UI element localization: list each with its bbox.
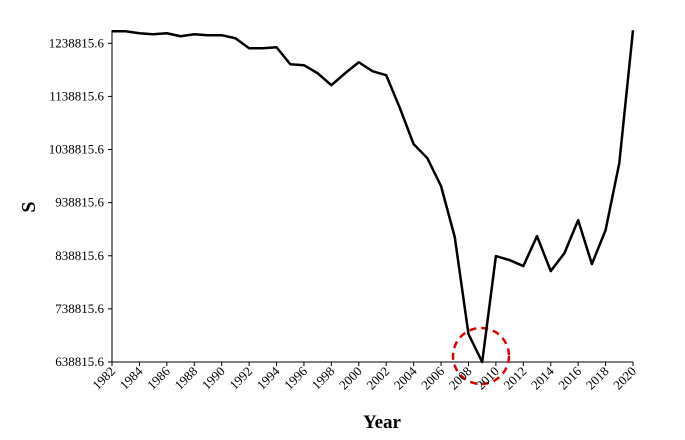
x-tick-label: 1990: [199, 364, 228, 393]
y-axis-label: S: [18, 201, 40, 212]
y-tick-label: 638815.6: [55, 354, 104, 369]
x-tick-label: 2002: [363, 364, 392, 393]
x-tick-label: 2016: [555, 363, 584, 392]
x-tick-label: 1988: [171, 364, 200, 393]
x-tick-label: 1992: [226, 364, 255, 393]
y-tick-label: 938815.6: [55, 195, 104, 210]
x-tick-label: 2014: [528, 363, 557, 392]
data-line: [112, 30, 635, 364]
x-tick-label: 2018: [583, 364, 612, 393]
x-tick-label: 1984: [117, 363, 146, 392]
highlight-circle: [451, 326, 511, 386]
x-tick-label: 2008: [446, 364, 475, 393]
x-tick-label: 1986: [144, 363, 173, 392]
y-tick-label: 1038815.6: [49, 142, 105, 157]
y-tick-label: 838815.6: [55, 248, 104, 263]
x-tick-label: 2010: [473, 364, 502, 393]
x-tick-label: 2020: [610, 364, 639, 393]
x-tick-label: 1994: [254, 363, 283, 392]
x-tick-label: 2006: [418, 363, 447, 392]
y-tick-label: 1238815.6: [49, 35, 105, 50]
x-tick-label: 2004: [391, 363, 420, 392]
x-tick-label: 2000: [336, 364, 365, 393]
y-tick-label: 738815.6: [55, 301, 104, 316]
x-tick-label: 1996: [281, 363, 310, 392]
y-tick-label: 1138815.6: [49, 88, 104, 103]
x-tick-label: 2012: [500, 364, 529, 393]
x-axis-label: Year: [363, 412, 402, 433]
x-tick-label: 1998: [308, 364, 337, 393]
